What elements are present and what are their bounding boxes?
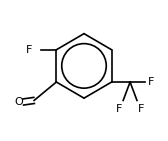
- Text: F: F: [148, 77, 154, 87]
- Text: F: F: [26, 45, 32, 55]
- Text: O: O: [14, 97, 23, 107]
- Text: F: F: [116, 104, 122, 114]
- Text: F: F: [138, 104, 144, 114]
